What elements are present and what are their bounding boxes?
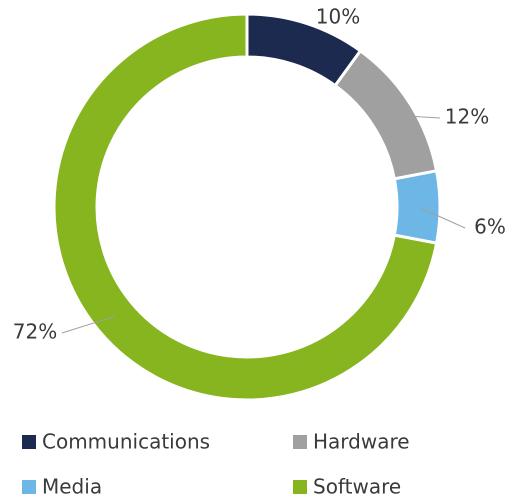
donut-slice xyxy=(52,12,439,402)
leader-line xyxy=(61,315,116,334)
leader-line xyxy=(418,206,466,229)
legend-swatch xyxy=(293,435,307,449)
data-label: 72% xyxy=(13,320,57,344)
legend-swatch xyxy=(22,435,36,449)
legend-swatch xyxy=(22,480,36,494)
donut-slice xyxy=(333,48,439,181)
legend-label: Media xyxy=(42,475,102,499)
data-label: 10% xyxy=(316,5,360,29)
legend-label: Hardware xyxy=(313,430,410,454)
legend-swatch xyxy=(293,480,307,494)
data-label: 6% xyxy=(474,215,506,239)
donut-slice xyxy=(392,169,442,245)
data-label: 12% xyxy=(445,105,489,129)
leader-line xyxy=(391,114,441,119)
legend-label: Software xyxy=(313,475,401,499)
legend-label: Communications xyxy=(42,430,210,454)
